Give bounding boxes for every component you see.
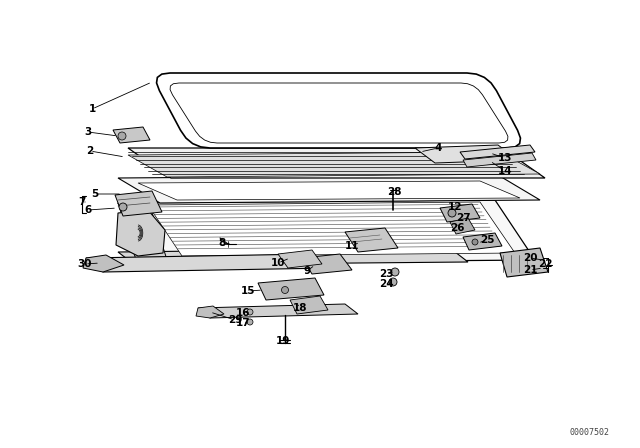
Polygon shape	[118, 175, 540, 203]
Polygon shape	[157, 73, 520, 148]
Text: 30: 30	[77, 259, 92, 269]
Polygon shape	[196, 306, 224, 318]
Polygon shape	[500, 248, 548, 277]
Polygon shape	[345, 228, 398, 252]
Circle shape	[389, 278, 397, 286]
Circle shape	[247, 319, 253, 325]
Text: 21: 21	[523, 265, 537, 275]
Circle shape	[472, 239, 478, 245]
Polygon shape	[278, 250, 322, 268]
Polygon shape	[115, 191, 162, 216]
Polygon shape	[113, 127, 150, 143]
Circle shape	[391, 268, 399, 276]
Polygon shape	[198, 304, 358, 318]
Text: 1: 1	[88, 104, 95, 114]
Polygon shape	[83, 255, 124, 272]
Circle shape	[247, 309, 253, 315]
Text: 00007502: 00007502	[570, 427, 610, 436]
Text: 11: 11	[345, 241, 359, 251]
Polygon shape	[116, 210, 165, 256]
Text: 29: 29	[228, 315, 242, 325]
Text: 13: 13	[498, 153, 512, 163]
Text: 2: 2	[86, 146, 93, 156]
Text: 19: 19	[276, 336, 290, 346]
Text: 8: 8	[218, 238, 226, 248]
Polygon shape	[415, 145, 518, 163]
Text: 17: 17	[236, 318, 250, 328]
Polygon shape	[118, 200, 535, 263]
Polygon shape	[128, 148, 545, 178]
Text: 20: 20	[523, 253, 537, 263]
Text: 15: 15	[241, 286, 255, 296]
Text: 10: 10	[271, 258, 285, 268]
Text: 22: 22	[538, 259, 552, 269]
Circle shape	[119, 203, 127, 211]
Text: 26: 26	[450, 223, 464, 233]
Polygon shape	[440, 204, 480, 222]
Text: 12: 12	[448, 202, 462, 212]
Circle shape	[448, 209, 456, 217]
Text: 14: 14	[498, 166, 512, 176]
Polygon shape	[138, 181, 520, 200]
Polygon shape	[148, 202, 515, 256]
Polygon shape	[463, 233, 502, 250]
Polygon shape	[290, 296, 328, 314]
Polygon shape	[302, 254, 352, 274]
Text: 23: 23	[379, 269, 393, 279]
Text: 16: 16	[236, 308, 250, 318]
Text: 28: 28	[387, 187, 401, 197]
Text: 5: 5	[92, 189, 99, 199]
Text: 3: 3	[84, 127, 92, 137]
Polygon shape	[118, 248, 468, 265]
Text: 4: 4	[435, 143, 442, 153]
Text: 7: 7	[78, 197, 86, 207]
Text: 6: 6	[84, 205, 92, 215]
Polygon shape	[258, 278, 324, 300]
Polygon shape	[460, 145, 535, 159]
Circle shape	[282, 287, 289, 293]
Polygon shape	[86, 254, 332, 272]
Polygon shape	[128, 152, 540, 177]
Polygon shape	[450, 218, 475, 234]
Polygon shape	[170, 83, 508, 143]
Text: 25: 25	[480, 235, 494, 245]
Circle shape	[118, 132, 126, 140]
Text: 27: 27	[456, 213, 470, 223]
Text: 24: 24	[379, 279, 394, 289]
Polygon shape	[463, 153, 536, 167]
Text: 9: 9	[303, 266, 310, 276]
Polygon shape	[118, 200, 168, 266]
Text: 18: 18	[292, 303, 307, 313]
